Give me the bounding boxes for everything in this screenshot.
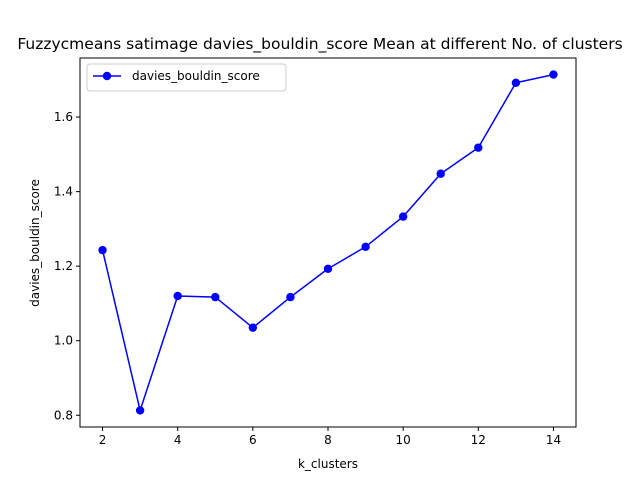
x-axis: 2 4 6 8 10 12 14 <box>99 427 561 447</box>
data-point <box>549 70 558 79</box>
y-tick-label: 1.0 <box>54 334 73 348</box>
y-tick-label: 1.2 <box>54 259 73 273</box>
data-point <box>323 264 333 273</box>
x-tick-label: 6 <box>249 433 257 447</box>
data-point <box>211 292 220 302</box>
legend-box <box>86 63 287 92</box>
chart-title: Fuzzycmeans satimage davies_bouldin_scor… <box>17 35 622 54</box>
legend: davies_bouldin_score <box>86 63 287 92</box>
x-tick-label: 4 <box>174 433 182 447</box>
x-tick-label: 2 <box>99 433 107 447</box>
y-tick-label: 1.6 <box>54 110 73 124</box>
x-tick-label: 8 <box>324 433 332 447</box>
data-point <box>135 406 145 415</box>
y-tick-label: 1.4 <box>54 185 73 199</box>
series-layer <box>98 70 558 415</box>
data-point <box>511 78 521 87</box>
x-tick-label: 14 <box>546 433 561 447</box>
y-axis-label: davies_bouldin_score <box>28 179 42 307</box>
legend-marker-swatch <box>102 71 112 81</box>
y-axis: 0.8 1.0 1.2 1.4 1.6 <box>54 110 80 422</box>
data-point <box>436 169 445 178</box>
data-point <box>474 143 483 152</box>
data-point <box>173 291 182 301</box>
data-point <box>248 323 258 332</box>
x-axis-label: k_clusters <box>298 457 358 471</box>
data-point <box>286 292 295 302</box>
x-tick-label: 12 <box>471 433 486 447</box>
data-point <box>98 245 107 255</box>
y-tick-label: 0.8 <box>54 408 73 422</box>
x-tick-label: 10 <box>396 433 411 447</box>
legend-entry-label: davies_bouldin_score <box>132 69 260 83</box>
data-point <box>361 242 370 251</box>
data-point <box>398 212 408 221</box>
